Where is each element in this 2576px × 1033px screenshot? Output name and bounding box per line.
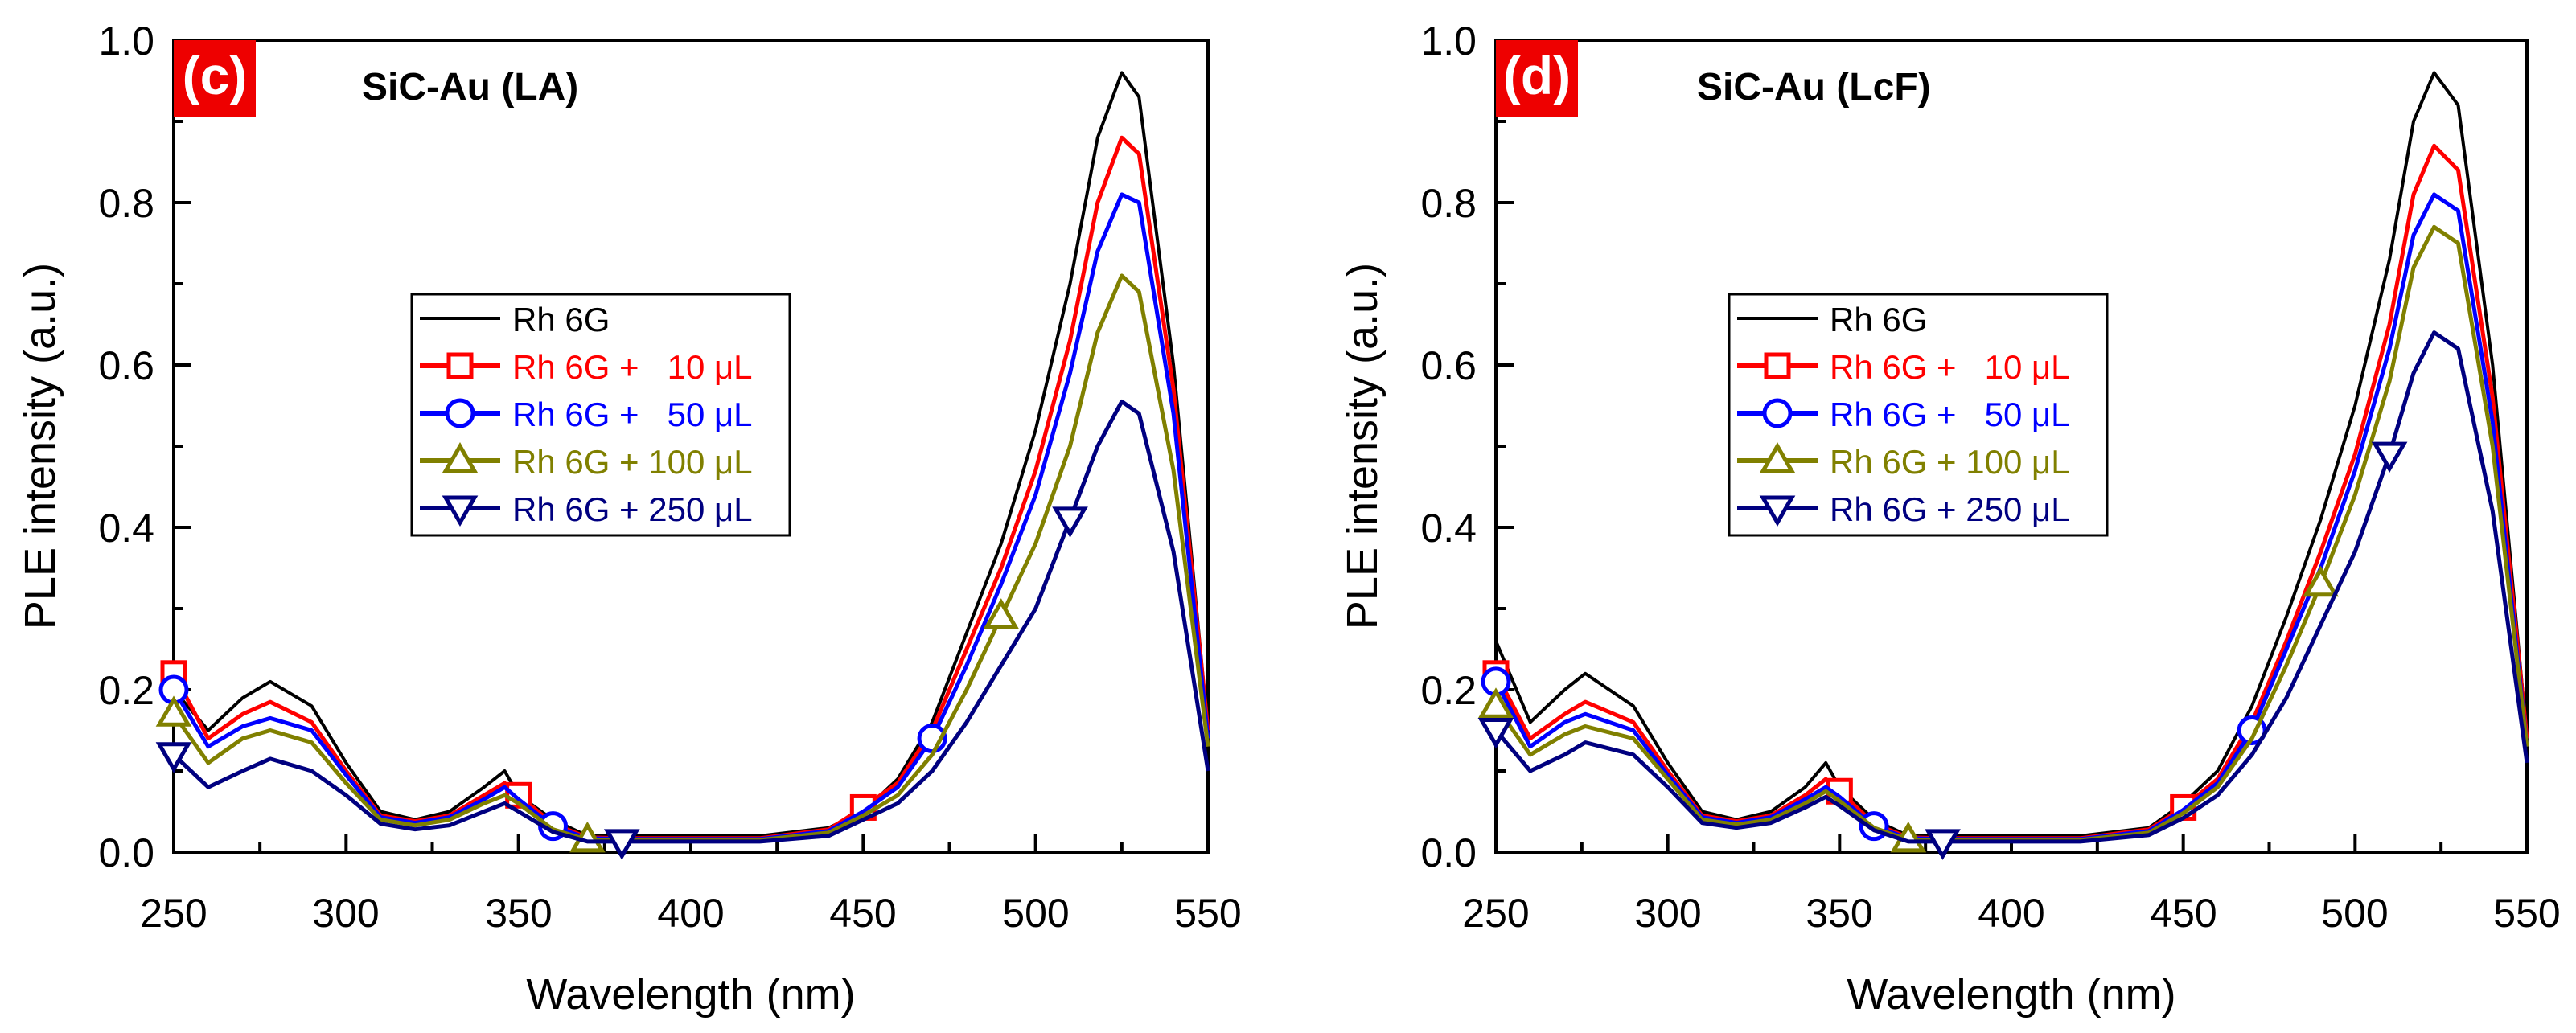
chart-panel-c: (c) SiC-Au (LA) 250 300 350 400 450 500 … [16,18,1242,1019]
legend-entry: Rh 6G + 250 μL [1737,490,2070,528]
legend-entry: Rh 6G + 50 μL [1737,396,2070,433]
legend-entry: Rh 6G + 10 μL [420,348,753,386]
y-tick-label: 1.0 [98,18,154,64]
legend-marker [442,495,479,527]
x-tick-label: 500 [2321,891,2388,936]
y-tick-label: 0.8 [1420,181,1477,226]
y-tick-labels: 0.0 0.2 0.4 0.6 0.8 1.0 [98,18,154,875]
y-tick-label: 0.6 [98,343,154,388]
chart-title: SiC-Au (LcF) [1697,66,1931,109]
data-point-marker [155,695,192,727]
data-point-marker [1477,718,1514,749]
x-tick-label: 350 [485,891,552,936]
data-series-group [155,71,1210,860]
x-axis-label: Wavelength (nm) [526,970,855,1019]
x-tick-label: 350 [1806,891,1872,936]
y-tick-label: 0.2 [1420,668,1477,713]
y-tick-label: 0.0 [1420,830,1477,875]
x-tick-label: 500 [1002,891,1069,936]
panel-label-badge [174,40,256,117]
legend-entry: Rh 6G + 250 μL [420,490,753,528]
series-line [172,71,1210,838]
data-point-marker [2303,565,2339,597]
y-tick-label: 0.8 [98,181,154,226]
x-tick-labels: 250 300 350 400 450 500 550 [1462,891,2560,936]
panel-label: (d) [1503,46,1571,105]
series-line [1494,330,2529,844]
legend-label: Rh 6G [512,301,610,338]
legend-marker [1759,495,1796,527]
data-point-marker [1052,506,1088,538]
y-tick-label: 0.2 [98,668,154,713]
y-tick-label: 0.0 [98,830,154,875]
legend-label: Rh 6G + 100 μL [512,443,753,481]
legend-marker [1759,442,1796,473]
chart-panel-d: (d) SiC-Au (LcF) 250 300 350 400 450 500… [1338,18,2561,1019]
y-tick-label: 0.4 [98,506,154,551]
legend-marker [442,442,479,473]
legend-marker [445,398,475,428]
legend-label: Rh 6G + 250 μL [1830,490,2070,528]
data-point-marker [1925,829,1961,860]
panel-label-badge [1496,40,1578,117]
x-tick-label: 450 [829,891,896,936]
x-tick-label: 550 [2493,891,2560,936]
y-axis-label: PLE intensity (a.u.) [1338,263,1387,629]
legend-label: Rh 6G + 50 μL [1830,396,2070,433]
x-tick-label: 250 [1462,891,1529,936]
legend-marker [446,352,474,379]
y-tick-labels: 0.0 0.2 0.4 0.6 0.8 1.0 [1420,18,1477,875]
y-axis-label: PLE intensity (a.u.) [16,263,64,629]
x-axis-label: Wavelength (nm) [1847,970,2175,1019]
legend-entry: Rh 6G [1737,301,1927,338]
legend-entry: Rh 6G + 100 μL [1737,442,2070,481]
legend-entry: Rh 6G [420,301,610,338]
y-tick-label: 1.0 [1420,18,1477,64]
data-point-marker [603,829,640,860]
chart-title: SiC-Au (LA) [362,66,578,109]
x-tick-label: 550 [1174,891,1241,936]
data-point-marker [2371,441,2408,473]
legend-entry: Rh 6G + 100 μL [420,442,753,481]
legend-label: Rh 6G + 10 μL [1830,348,2070,386]
legend-entry: Rh 6G + 10 μL [1737,348,2070,386]
series-line [1494,71,2529,838]
legend-label: Rh 6G + 50 μL [512,396,753,433]
legend: Rh 6G Rh 6G + 10 μL Rh 6G + 50 μL Rh 6G … [410,293,791,537]
legend-label: Rh 6G + 250 μL [512,490,753,528]
legend-label: Rh 6G + 10 μL [512,348,753,386]
y-tick-label: 0.4 [1420,506,1477,551]
x-tick-label: 400 [1978,891,2044,936]
legend-marker [1762,398,1793,428]
panel-label: (c) [183,46,248,105]
legend-marker [1764,352,1791,379]
legend-label: Rh 6G + 100 μL [1830,443,2070,481]
x-tick-labels: 250 300 350 400 450 500 550 [140,891,1241,936]
x-tick-label: 300 [1634,891,1701,936]
data-series-group [1477,71,2529,860]
data-point-marker [983,598,1020,629]
legend-entry: Rh 6G + 50 μL [420,396,753,433]
legend-label: Rh 6G [1830,301,1927,338]
x-tick-label: 450 [2150,891,2217,936]
y-tick-label: 0.6 [1420,343,1477,388]
data-point-marker [1477,687,1514,719]
x-tick-label: 250 [140,891,207,936]
x-tick-label: 300 [312,891,379,936]
legend: Rh 6G Rh 6G + 10 μL Rh 6G + 50 μL Rh 6G … [1728,293,2109,537]
x-tick-label: 400 [657,891,724,936]
data-point-marker [155,742,192,773]
